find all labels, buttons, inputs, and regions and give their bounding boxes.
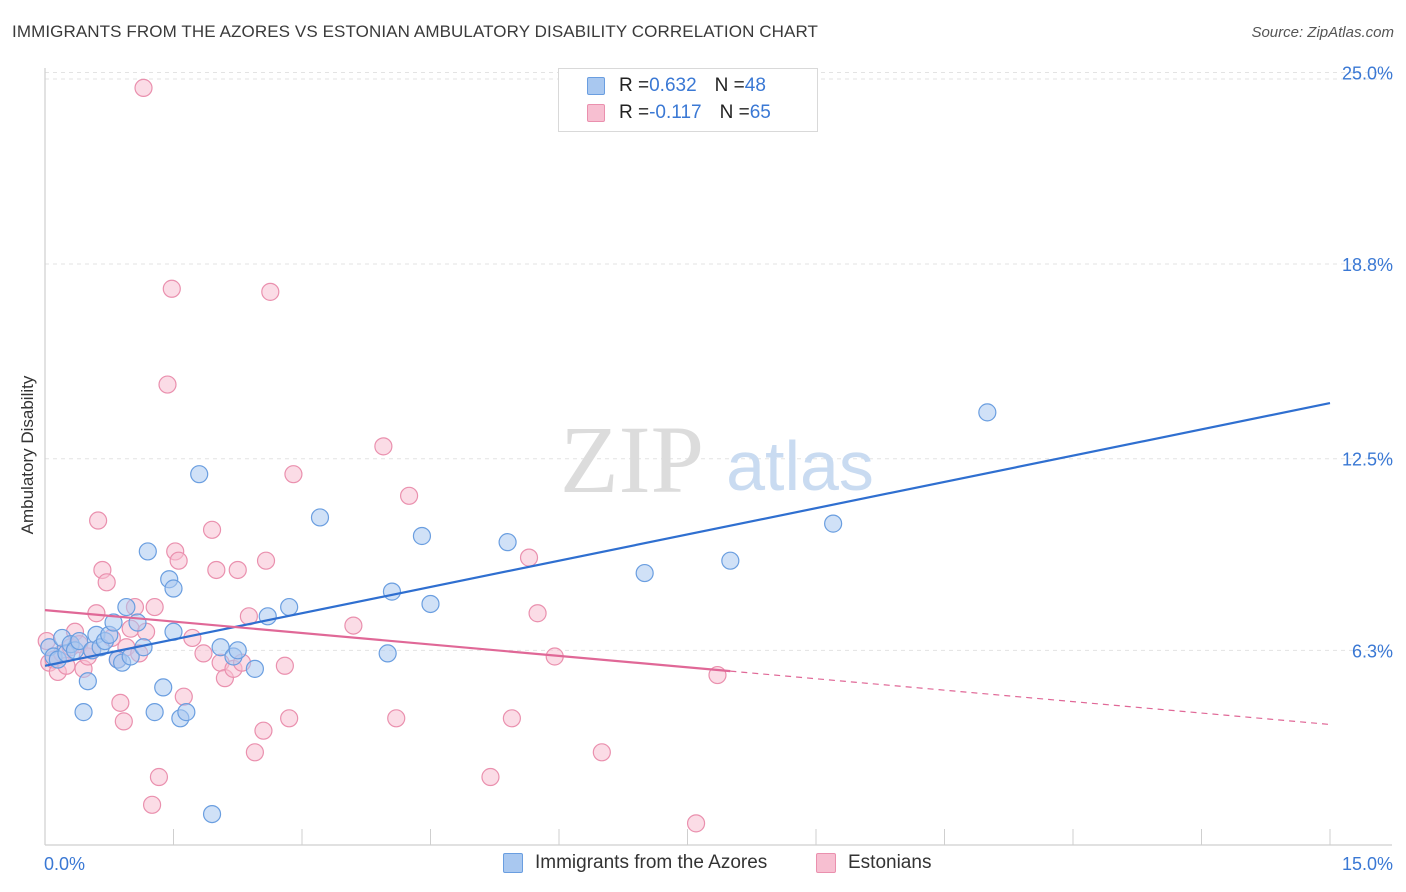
azores-point (498, 533, 517, 552)
estonians-point (686, 814, 706, 833)
bottom-legend-estonians: Estonians (816, 852, 931, 874)
estonians-point (194, 644, 213, 663)
azores-point (228, 641, 247, 660)
estonians-point (519, 548, 539, 567)
source-credit: Source: ZipAtlas.com (1251, 24, 1394, 41)
azores-point (211, 638, 230, 657)
estonians-point (89, 511, 108, 530)
legend-n-value: 65 (749, 102, 771, 123)
estonians-point (97, 573, 116, 592)
azores-point (190, 465, 209, 484)
azores-point (421, 594, 440, 614)
estonians-point (174, 687, 193, 706)
azores-point (117, 597, 136, 617)
legend-n-value: 48 (744, 75, 766, 96)
estonians-point (592, 743, 611, 762)
estonians-point (502, 709, 521, 728)
estonians-point (245, 743, 264, 762)
estonians-point (134, 78, 153, 98)
watermark-atlas: atlas (726, 427, 874, 505)
estonians-point (280, 709, 299, 728)
legend-r-label: R = (619, 102, 650, 123)
azores-point (78, 672, 97, 691)
azores-point (74, 703, 93, 722)
y-tick-label: 12.5% (1342, 450, 1393, 470)
watermark: ZIP atlas (560, 406, 874, 513)
estonians-legend-label: Estonians (848, 852, 932, 873)
chart-title: IMMIGRANTS FROM THE AZORES VS ESTONIAN A… (12, 22, 819, 41)
azores-point (635, 563, 654, 583)
estonians-point (481, 767, 500, 787)
estonians-point (169, 551, 188, 570)
azores-legend-label: Immigrants from the Azores (535, 852, 768, 873)
y-tick-label: 25.0% (1342, 63, 1393, 83)
y-tick-label: 18.8% (1342, 255, 1393, 275)
legend-n-label: N = (714, 75, 745, 96)
azores-legend-swatch (503, 853, 523, 873)
trend-lines (44, 402, 1331, 726)
estonians-point (114, 712, 133, 731)
azores-point (280, 597, 299, 617)
tick-labels: 6.3% 12.5% 18.8% 25.0% 0.0% 15.0% (44, 63, 1393, 874)
azores-point (70, 631, 89, 651)
y-tick-label: 6.3% (1352, 641, 1393, 661)
estonians-swatch (587, 104, 605, 122)
azores-point (128, 613, 147, 632)
estonians-legend-swatch (816, 853, 836, 873)
legend-r-label: R = (619, 75, 650, 96)
azores-point (177, 703, 196, 722)
azores-swatch (587, 77, 605, 95)
estonians-point (149, 767, 169, 787)
azores-point (382, 582, 402, 601)
estonians-trend-line (44, 609, 731, 673)
estonians-point (228, 560, 247, 580)
estonians-point (142, 795, 162, 814)
legend-row-azores: R = 0.632 N = 48 (559, 73, 766, 99)
estonians-point (261, 282, 280, 301)
estonians-point (158, 375, 177, 394)
azores-point (310, 508, 330, 527)
estonians-point (111, 693, 130, 712)
estonians-point (256, 551, 276, 570)
estonians-point (254, 721, 273, 740)
azores-point (824, 514, 843, 533)
estonians-point (374, 437, 393, 456)
watermark-zip: ZIP (560, 406, 704, 513)
azores-point (412, 526, 432, 546)
grid-lines (45, 71, 1392, 651)
azores-point (164, 579, 183, 598)
legend-row-estonians: R = -0.117 N = 65 (559, 100, 771, 126)
estonians-point (284, 465, 303, 484)
azores-point (154, 678, 173, 697)
legend-r-value: 0.632 (649, 75, 697, 96)
estonians-trend-line-dashed (730, 670, 1331, 726)
estonians-point (275, 656, 294, 675)
estonians-point (387, 709, 406, 728)
azores-point (245, 659, 264, 678)
azores-point (145, 703, 164, 722)
estonians-point (202, 520, 222, 539)
y-axis-label: Ambulatory Disability (18, 375, 37, 535)
estonians-point (344, 616, 363, 635)
legend-r-value: -0.117 (649, 102, 702, 123)
x-tick-label-max: 15.0% (1342, 854, 1393, 874)
azores-point (721, 551, 740, 570)
estonians-point (207, 560, 226, 580)
estonians-point (162, 279, 181, 298)
azores-point (104, 613, 123, 632)
azores-point (378, 644, 397, 663)
legend-n-label: N = (719, 102, 750, 123)
azores-point (138, 542, 157, 561)
estonians-point (399, 486, 419, 505)
estonians-point (528, 604, 547, 623)
correlation-legend: R = 0.632 N = 48 R = -0.117 N = 65 (558, 68, 818, 132)
x-tick-label-min: 0.0% (44, 854, 85, 874)
bottom-legend-azores: Immigrants from the Azores (503, 852, 767, 874)
azores-point (978, 403, 997, 422)
azores-point (202, 804, 222, 824)
azores-trend-line (44, 402, 1331, 667)
axes (44, 68, 1392, 846)
estonians-point (145, 597, 164, 617)
